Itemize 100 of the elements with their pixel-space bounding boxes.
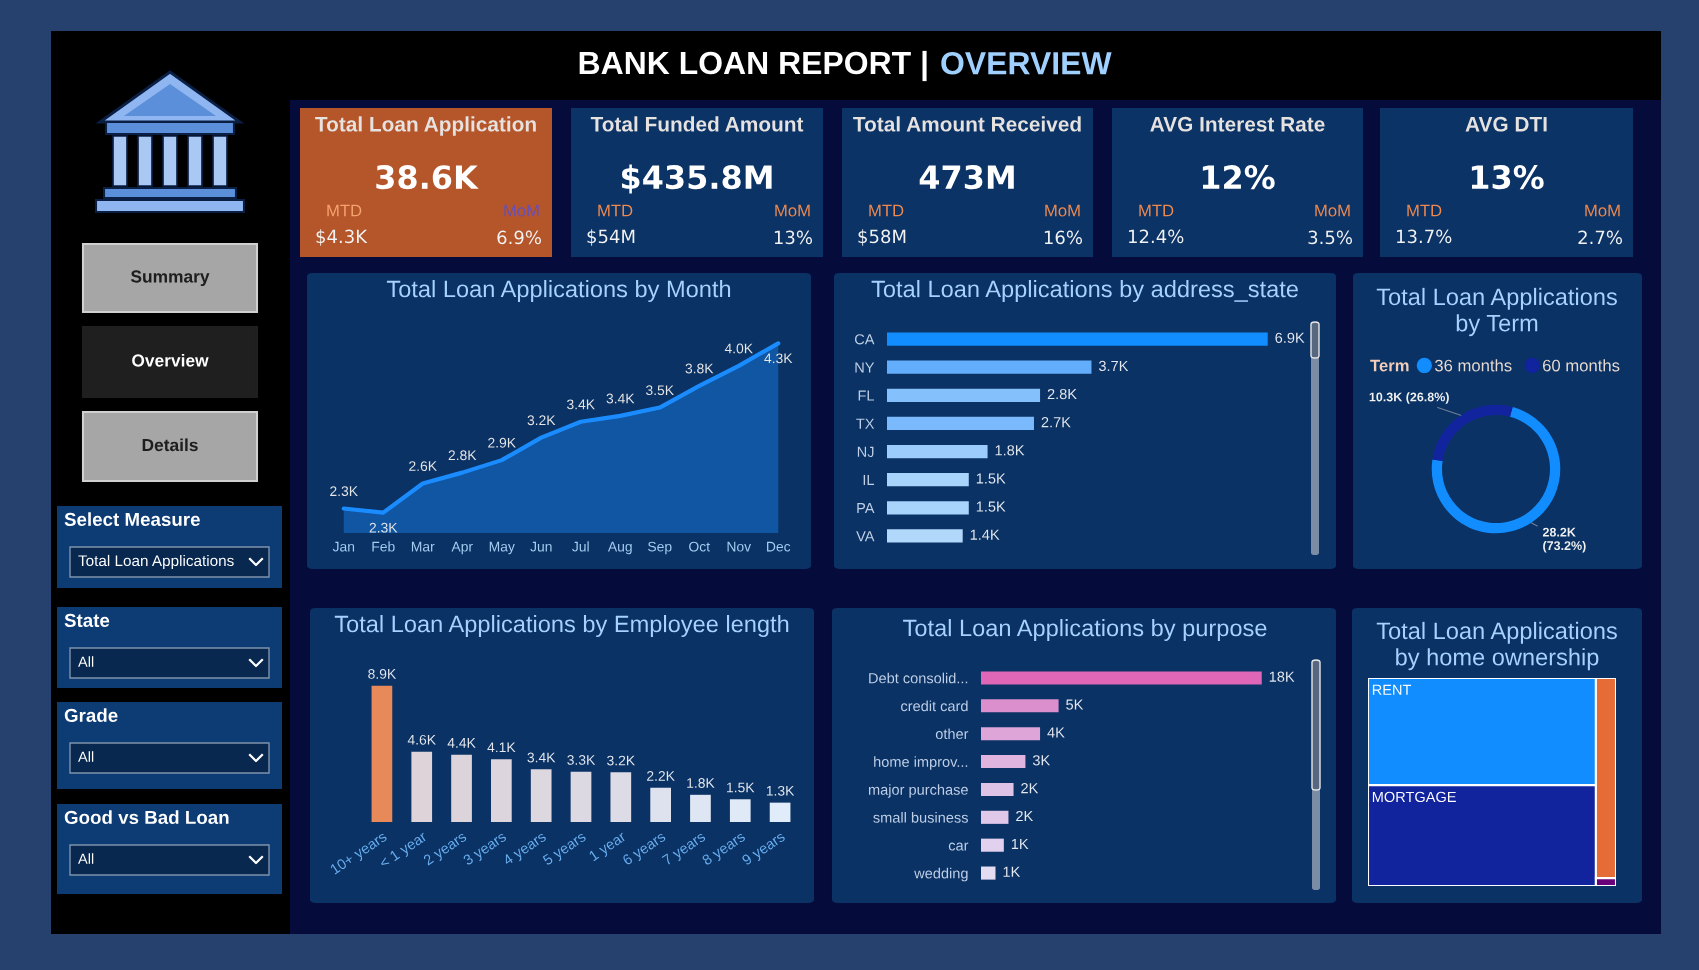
- bar: [887, 360, 1092, 374]
- text: $54M: [587, 229, 635, 246]
- bar: [887, 388, 1041, 402]
- data-label: 1.3K: [766, 785, 795, 796]
- text: $58M: [858, 229, 906, 246]
- text: Overview: [132, 353, 209, 367]
- text: 6.9%: [497, 230, 541, 245]
- category-label: RENT: [1372, 684, 1412, 695]
- bar: [981, 699, 1059, 713]
- y-tick-label: small business: [873, 812, 968, 823]
- x-tick-label: May: [489, 541, 515, 555]
- data-label: 3.4K: [527, 752, 556, 763]
- y-tick-label: PA: [857, 503, 875, 514]
- text: 2.7%: [1578, 230, 1622, 245]
- data-label: 1K: [1011, 838, 1029, 849]
- bar: [530, 769, 552, 822]
- bar: [729, 799, 751, 822]
- text: $4.3K: [316, 229, 368, 246]
- text: State: [64, 613, 110, 628]
- data-label: 1K: [1003, 866, 1021, 877]
- data-label: 1.8K: [995, 445, 1025, 456]
- legend-label: 60 months: [1543, 359, 1620, 372]
- data-label: 4.6K: [407, 734, 436, 745]
- data-label: 2.3K: [369, 522, 398, 533]
- text: $435.8M: [621, 164, 772, 194]
- data-label: 3.2K: [527, 415, 556, 426]
- y-tick-label: NJ: [857, 446, 874, 457]
- bar: [981, 755, 1026, 769]
- data-label: 4K: [1047, 727, 1065, 738]
- text: Details: [142, 438, 198, 452]
- x-tick-label: Nov: [727, 541, 752, 552]
- y-tick-label: other: [935, 728, 969, 740]
- legend-label: 36 months: [1434, 359, 1512, 372]
- text: 13%: [1471, 165, 1544, 190]
- bar: [887, 332, 1268, 346]
- text: Good vs Bad Loan: [64, 810, 229, 825]
- data-label: 2.6K: [409, 461, 437, 472]
- y-tick-label: IL: [863, 474, 875, 485]
- x-tick-label: Jul: [572, 541, 589, 552]
- bar: [769, 802, 791, 822]
- bar: [981, 671, 1262, 685]
- text: 13%: [774, 230, 812, 245]
- bar: [981, 782, 1014, 796]
- data-label: 1.5K: [976, 473, 1006, 484]
- data-label: 3K: [1032, 755, 1051, 766]
- x-tick-label: Aug: [607, 541, 632, 555]
- text: 13.7%: [1396, 229, 1452, 244]
- bar: [887, 416, 1034, 431]
- text: Total Amount Received: [853, 116, 1081, 132]
- y-tick-label: TX: [856, 418, 875, 429]
- y-tick-label: major purchase: [868, 784, 968, 798]
- x-tick-label: Jun: [530, 541, 552, 552]
- bar: [610, 772, 632, 822]
- text: Total Loan Applications: [78, 554, 234, 570]
- y-tick-label: CA: [854, 334, 875, 345]
- text: MTD: [1407, 204, 1442, 217]
- y-tick-label: FL: [858, 390, 875, 401]
- data-label: 2.8K: [1047, 388, 1077, 400]
- bar: [981, 866, 996, 880]
- text: MoM: [1045, 204, 1080, 217]
- text: 3.5%: [1308, 230, 1352, 245]
- chart-title: Total Loan Applications by Month: [386, 279, 731, 302]
- data-label: 3.2K: [607, 755, 635, 766]
- bar: [887, 501, 969, 515]
- data-label: 4.0K: [724, 343, 753, 354]
- x-tick-label: Oct: [689, 541, 710, 552]
- data-label: 1.5K: [976, 501, 1006, 512]
- text: 16%: [1044, 230, 1082, 245]
- x-tick-label: Mar: [411, 541, 435, 552]
- data-label: 2.9K: [488, 437, 516, 448]
- data-label: 1.8K: [687, 778, 715, 788]
- bar: [981, 838, 1004, 852]
- chart-title: Total Loan Applications by purpose: [903, 618, 1267, 641]
- data-label: 3.3K: [567, 755, 596, 765]
- bar: [887, 473, 969, 487]
- data-label: 2.2K: [647, 770, 675, 781]
- data-label: 2K: [1016, 810, 1034, 822]
- y-tick-label: Debt consolid...: [869, 672, 968, 684]
- text: MTD: [1139, 204, 1174, 217]
- chart-title: Total Loan Applications by Term: [1376, 287, 1617, 337]
- bar: [690, 794, 711, 822]
- legend-title: Term: [1370, 359, 1409, 372]
- text: Summary: [130, 270, 210, 287]
- bar: [981, 727, 1041, 741]
- data-label: 18K: [1269, 671, 1295, 682]
- text: AVG DTI: [1465, 116, 1547, 132]
- text: MoM: [1315, 204, 1350, 217]
- x-tick-label: Dec: [767, 541, 791, 552]
- bar: [451, 754, 472, 822]
- data-label: 1.4K: [970, 529, 1000, 540]
- bar: [887, 529, 963, 543]
- data-label: 8.9K: [368, 668, 397, 679]
- y-tick-label: VA: [856, 531, 875, 542]
- data-label: 6.9K: [1275, 332, 1305, 343]
- data-label: 4.3K: [764, 353, 793, 364]
- text: MTD: [327, 204, 362, 217]
- text: Total Funded Amount: [590, 116, 804, 132]
- text: 12.4%: [1128, 229, 1184, 244]
- bar: [887, 444, 988, 459]
- text: MoM: [775, 204, 810, 217]
